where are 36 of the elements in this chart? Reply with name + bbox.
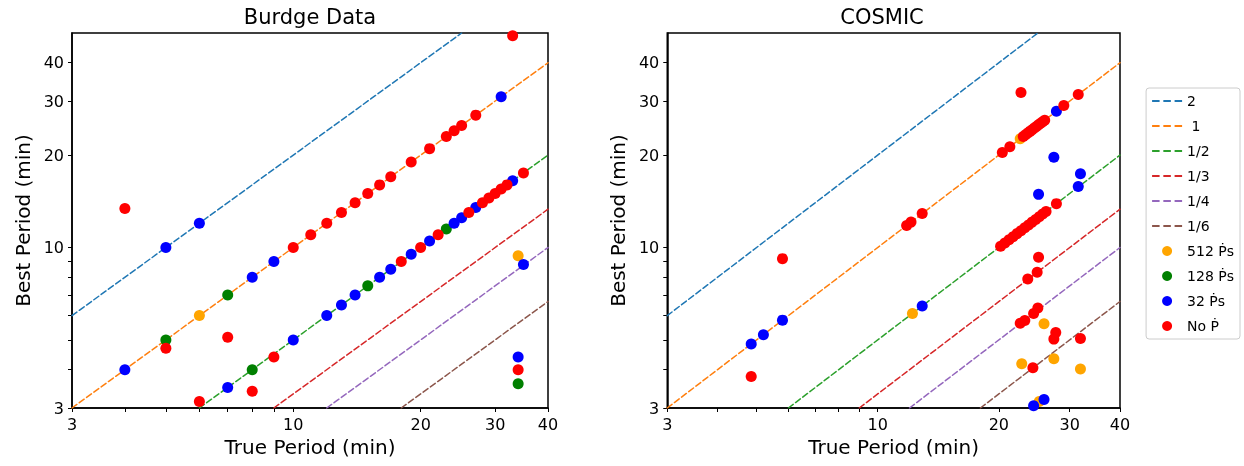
y-tick-label: 40 <box>638 53 660 73</box>
x-tick-label: 20 <box>410 414 431 434</box>
x-tick-label: 10 <box>283 414 304 434</box>
legend-label: 1/4 <box>1187 193 1210 209</box>
legend-label: 1/3 <box>1187 168 1210 184</box>
y-tick-label: 10 <box>638 238 660 258</box>
y-tick-label: 20 <box>638 145 660 165</box>
y-tick-label: 3 <box>649 398 660 418</box>
x-tick-label: 30 <box>484 414 506 434</box>
x-tick-label: 40 <box>1109 414 1131 434</box>
x-tick-label: 3 <box>66 414 78 434</box>
legend-label: 2 <box>1187 93 1197 109</box>
y-tick-label: 3 <box>53 398 64 418</box>
y-tick-label: 40 <box>43 53 64 73</box>
legend-label: 512 Ṗs <box>1187 242 1235 259</box>
y-tick-label: 20 <box>43 145 64 165</box>
chart-title: Burdge Data <box>243 4 377 29</box>
y-tick-label: 30 <box>638 91 660 111</box>
legend-label: 1/2 <box>1187 143 1210 159</box>
legend-label: 128 Ṗs <box>1187 267 1235 284</box>
x-tick-label: 3 <box>662 414 673 434</box>
y-axis-title: Best Period (min) <box>606 134 630 307</box>
x-tick-label: 20 <box>988 414 1010 434</box>
x-tick-label: 10 <box>867 414 888 434</box>
x-axis-title: True Period (min) <box>807 434 980 459</box>
legend-label: 1/6 <box>1187 218 1210 234</box>
legend-label: 1 <box>1187 118 1201 134</box>
x-tick-label: 40 <box>537 414 559 434</box>
x-axis-title: True Period (min) <box>223 434 396 459</box>
legend-label: No Ṗ <box>1187 317 1220 334</box>
x-tick-label: 30 <box>1059 414 1080 434</box>
y-axis-title: Best Period (min) <box>10 134 35 307</box>
chart-title: COSMIC <box>840 4 924 29</box>
legend-label: 32 Ṗs <box>1187 292 1226 309</box>
y-tick-label: 30 <box>43 91 64 111</box>
y-tick-label: 10 <box>43 238 64 258</box>
